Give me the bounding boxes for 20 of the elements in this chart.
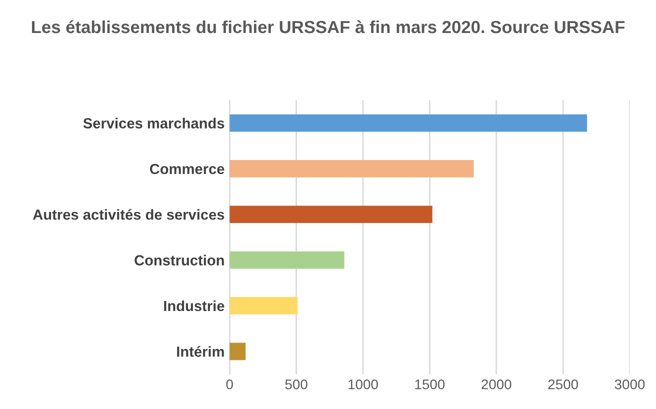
x-tick-label: 500 xyxy=(285,379,308,390)
y-tick-label: Intérim xyxy=(177,346,224,357)
y-tick-label: Industrie xyxy=(164,300,224,312)
x-tick-label: 2500 xyxy=(548,379,578,390)
x-tick-label: 1000 xyxy=(348,379,378,390)
x-tick-label: 0 xyxy=(226,379,233,390)
y-tick-label: Services marchands xyxy=(83,118,224,128)
chart-title: Les établissements du fichier URSSAF à fin mars 2020. Source URSSAF xyxy=(32,20,625,34)
y-tick-label: Commerce xyxy=(150,164,224,174)
x-tick-label: 2000 xyxy=(482,379,512,390)
bar xyxy=(230,206,432,224)
x-tick-label: 1500 xyxy=(415,379,445,390)
bar xyxy=(230,114,588,132)
bar xyxy=(230,342,246,360)
y-tick-label: Autres activités de services xyxy=(32,208,224,220)
x-tick-label: 3000 xyxy=(614,379,645,390)
bar xyxy=(230,297,298,314)
bar xyxy=(230,160,474,178)
bar xyxy=(230,251,344,269)
y-tick-label: Construction xyxy=(134,254,224,266)
